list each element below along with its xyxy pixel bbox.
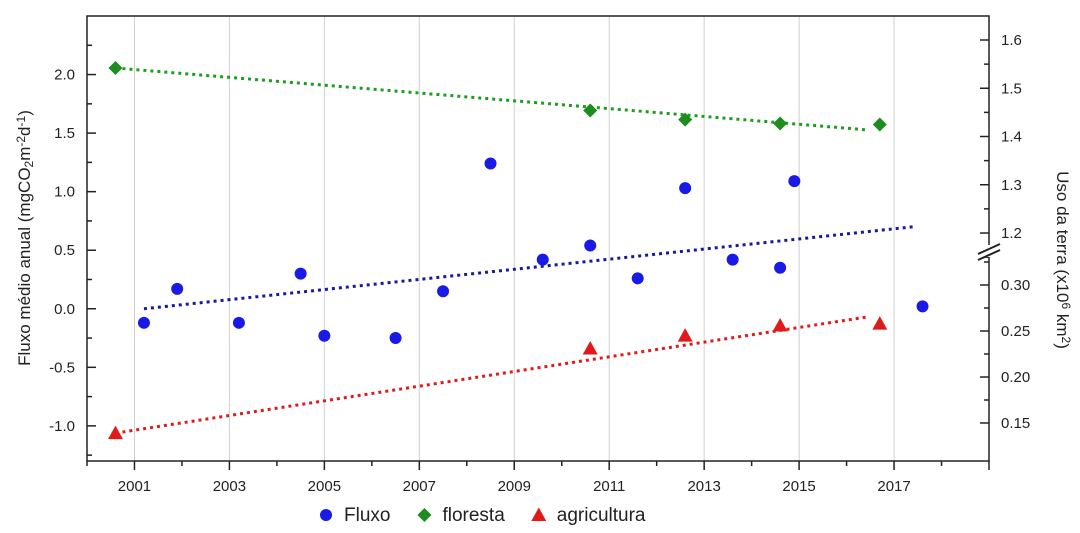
axis-title-part: 2 [1059,337,1073,344]
fluxo-point [294,267,307,280]
axis-title-part: m [15,147,34,161]
agricultura-point [872,316,888,330]
legend: Fluxo floresta agricultura [320,505,646,526]
axis-title-part: -1 [14,115,28,126]
fluxo-point [788,175,801,188]
axis-break-mark [977,243,1001,255]
grid-lines [133,16,895,461]
fluxo-point [631,272,644,285]
x-tick-label: 2003 [213,478,246,495]
axis-title-part: km [1053,309,1072,336]
axis-title-part: -2 [14,136,28,147]
floresta-trend-line [115,66,866,132]
fluxo-point [536,253,549,266]
legend-floresta-marker [417,508,432,522]
y-left-tick-label: 1.5 [54,125,75,142]
x-tick-label: 2009 [498,478,531,495]
data-points [107,60,929,440]
fluxo-point [437,285,450,298]
floresta-point [773,116,788,131]
axis-title-part: ) [1053,343,1072,349]
trend-lines [115,66,914,435]
y-right-tick-label: 0.20 [1001,369,1030,386]
axis-title-part: 2 [22,160,36,167]
plot-frame [86,15,990,462]
agricultura-point [107,425,123,440]
y-left-tick-label: 0.0 [54,301,75,318]
axis-title-part: d [15,126,34,135]
agricultura-trend-line [115,315,866,435]
y-right-tick-label: 0.25 [1001,323,1030,340]
agricultura-point [772,317,788,332]
y-left-tick-label: 0.5 [54,242,75,259]
y-left-tick-label: -0.5 [49,359,75,376]
agricultura-point [677,328,693,342]
y-right-tick-label: 1.2 [1001,225,1022,242]
axis-title-part: Fluxo médio anual (mgCO [15,167,34,365]
legend-agricultura-marker [531,507,547,521]
agricultura-point [582,340,598,355]
floresta-point [583,103,598,118]
fluxo-point [916,300,929,313]
y-axis-right: 1.2 1.3 1.4 1.5 1.6 0.15 0.20 0.25 0.30 [977,32,1030,432]
y-axis-left: -1.0 -0.5 0.0 0.5 1.0 1.5 2.0 [49,44,96,456]
legend-fluxo-label: Fluxo [344,505,390,526]
fluxo-trend-line [143,225,914,311]
axis-title-part: 6 [1059,302,1073,309]
fluxo-point [389,332,402,345]
y-right-tick-label: 1.6 [1001,32,1022,49]
legend-agricultura-label: agricultura [557,505,646,526]
x-tick-label: 2017 [877,478,910,495]
fluxo-point [137,316,150,329]
x-tick-label: 2007 [403,478,436,495]
floresta-point [678,112,693,127]
axis-title-part: Uso da terra (x10 [1053,171,1072,302]
floresta-point [108,60,123,75]
fluxo-point [232,316,245,329]
y-axis-left-title: Fluxo médio anual (mgCO2m-2d-1) [14,110,36,366]
y-axis-right-title: Uso da terra (x106 km2) [1053,171,1073,349]
x-tick-label: 2005 [308,478,341,495]
axis-title-part: ) [15,110,34,116]
legend-floresta-label: floresta [442,505,505,526]
fluxo-point [679,182,692,195]
fluxo-point [774,261,787,274]
y-left-tick-label: 1.0 [54,184,75,201]
x-axis: 2001 2003 2005 2007 2009 2011 2013 2015 2017 [86,461,990,495]
x-tick-label: 2013 [687,478,720,495]
y-left-tick-label: 2.0 [54,67,75,84]
x-tick-label: 2011 [593,478,625,495]
fluxo-point [584,239,597,252]
x-tick-label: 2015 [782,478,815,495]
x-tick-label: 2001 [118,478,151,495]
fluxo-point [484,157,497,170]
y-right-tick-label: 0.30 [1001,277,1030,294]
fluxo-point [171,282,184,295]
floresta-point [872,117,887,132]
y-right-tick-label: 1.4 [1001,129,1022,146]
fluxo-point [726,253,739,266]
y-right-tick-label: 1.3 [1001,177,1022,194]
fluxo-point [318,329,331,342]
y-right-tick-label: 1.5 [1001,80,1022,97]
y-left-tick-label: -1.0 [49,418,75,435]
axis-break-mark [977,249,1001,261]
y-right-tick-label: 0.15 [1001,415,1030,432]
legend-fluxo-marker [320,509,332,521]
